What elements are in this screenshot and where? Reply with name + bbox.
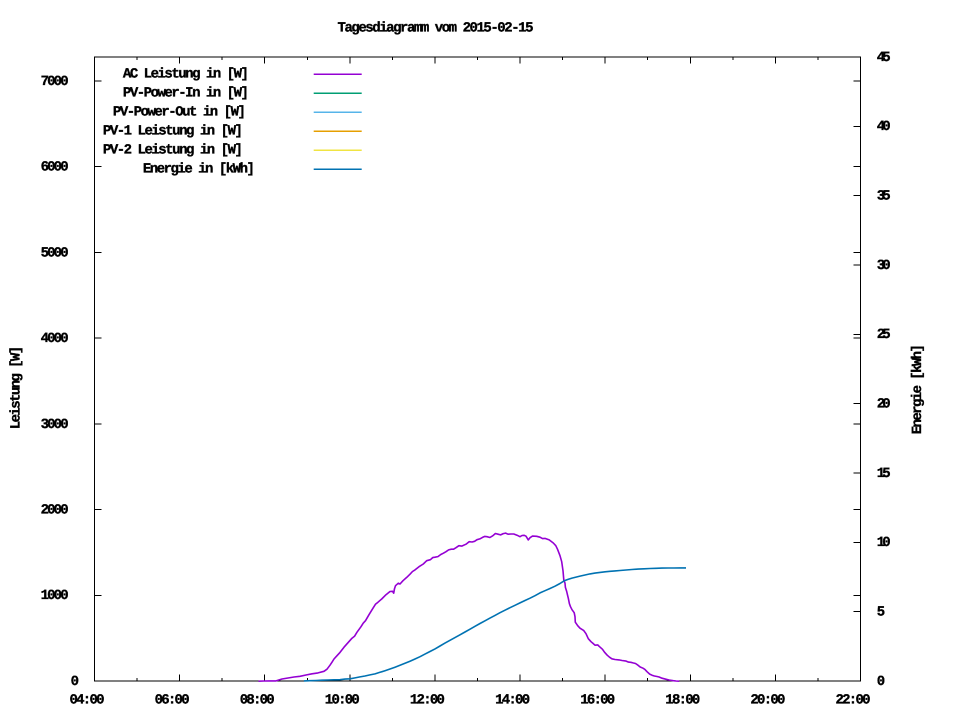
svg-text:10: 10 <box>877 535 891 551</box>
svg-text:Energie in [kWh]: Energie in [kWh] <box>143 161 255 177</box>
svg-text:12:00: 12:00 <box>410 692 445 708</box>
svg-text:16:00: 16:00 <box>580 692 615 708</box>
svg-text:15: 15 <box>877 466 891 482</box>
svg-text:40: 40 <box>877 119 891 135</box>
svg-text:7000: 7000 <box>41 74 69 90</box>
svg-text:AC Leistung in [W]: AC Leistung in [W] <box>123 66 249 82</box>
svg-text:PV-Power-Out in [W]: PV-Power-Out in [W] <box>113 104 246 120</box>
svg-text:14:00: 14:00 <box>495 692 530 708</box>
svg-text:45: 45 <box>877 50 891 66</box>
svg-text:PV-Power-In in [W]: PV-Power-In in [W] <box>123 85 249 101</box>
svg-text:4000: 4000 <box>41 331 69 347</box>
svg-text:04:00: 04:00 <box>70 692 105 708</box>
svg-text:10:00: 10:00 <box>325 692 360 708</box>
svg-text:22:00: 22:00 <box>836 692 871 708</box>
svg-text:08:00: 08:00 <box>240 692 275 708</box>
svg-text:Energie [kWh]: Energie [kWh] <box>910 344 926 434</box>
svg-text:20: 20 <box>877 397 891 413</box>
svg-text:0: 0 <box>71 674 79 690</box>
svg-text:Leistung [W]: Leistung [W] <box>9 346 25 429</box>
svg-text:1000: 1000 <box>41 588 69 604</box>
svg-text:2000: 2000 <box>41 503 69 519</box>
svg-text:25: 25 <box>877 327 891 343</box>
svg-text:PV-2 Leistung in [W]: PV-2 Leistung in [W] <box>103 142 243 158</box>
svg-text:PV-1 Leistung in [W]: PV-1 Leistung in [W] <box>103 123 243 139</box>
svg-text:6000: 6000 <box>41 160 69 176</box>
svg-text:18:00: 18:00 <box>665 692 700 708</box>
svg-text:35: 35 <box>877 189 891 205</box>
svg-text:06:00: 06:00 <box>155 692 190 708</box>
svg-text:30: 30 <box>877 258 891 274</box>
svg-text:5000: 5000 <box>41 245 69 261</box>
svg-text:0: 0 <box>877 674 885 690</box>
svg-text:5: 5 <box>877 605 885 621</box>
svg-text:Tagesdiagramm vom 2015-02-15: Tagesdiagramm vom 2015-02-15 <box>338 21 534 37</box>
svg-text:20:00: 20:00 <box>750 692 785 708</box>
svg-text:3000: 3000 <box>41 417 69 433</box>
